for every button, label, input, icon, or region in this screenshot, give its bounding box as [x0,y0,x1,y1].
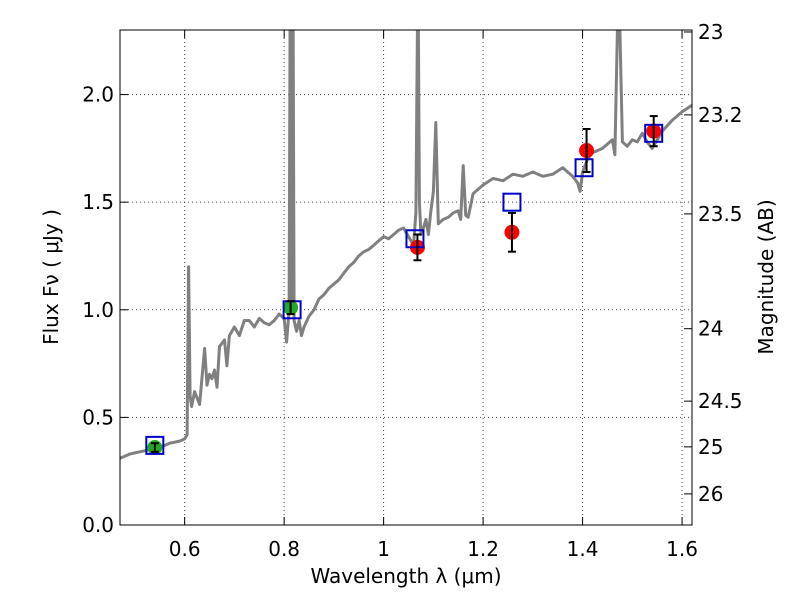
model-flux-box [145,435,165,455]
mag-tick-label: 23.5 [698,202,743,226]
y2-axis-label: Magnitude (AB) [754,199,778,354]
model-flux-box [574,158,594,178]
y-tick-label: 1.0 [82,298,114,322]
x-tick-label: 0.6 [169,537,201,561]
axis-ticks: 0.6 0.8 1 1.2 1.4 1.6 0.0 0.5 1.0 1.5 2.0 23 23.2 23.… [82,20,742,561]
y-axis-label: Flux Fν ( μJy ) [39,209,63,345]
x-tick-label: 1.6 [666,537,698,561]
x-tick-label: 1 [377,537,390,561]
x-tick-label: 1.2 [467,537,499,561]
x-axis-label: Wavelength λ (μm) [310,564,501,588]
y-tick-label: 0.5 [82,405,114,429]
mag-tick-label: 26 [698,482,723,506]
sed-model [120,30,692,460]
model-flux-box [405,229,425,249]
mag-tick-label: 25 [698,435,723,459]
sed-model-line [120,30,692,460]
y-tick-label: 1.5 [82,190,114,214]
grid-lines [120,30,692,526]
photometry-points [145,115,664,456]
x-tick-label: 0.8 [268,537,300,561]
y-tick-label: 0.0 [82,513,114,537]
model-flux-box [502,192,522,212]
x-tick-label: 1.4 [567,537,599,561]
plot-frame [119,29,693,526]
mag-tick-label: 23 [698,20,723,44]
y-tick-label: 2.0 [82,83,114,107]
mag-tick-label: 23.2 [698,103,743,127]
mag-tick-label: 24.5 [698,389,743,413]
mag-tick-label: 24 [698,317,723,341]
